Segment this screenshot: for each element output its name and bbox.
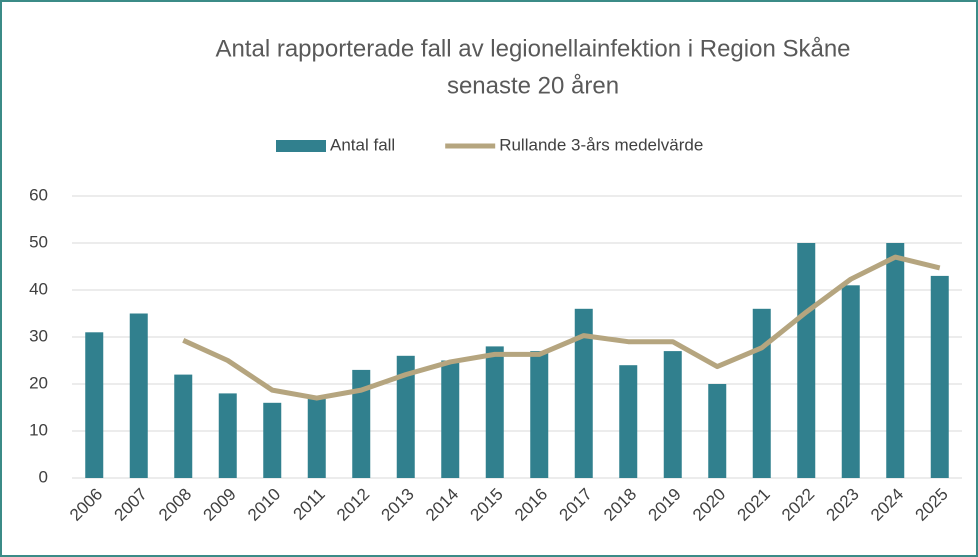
line [182, 254, 941, 401]
bar [574, 308, 593, 478]
bar [663, 351, 682, 478]
bar [263, 402, 282, 478]
y-tick-label: 30 [29, 326, 48, 345]
bar [396, 355, 415, 478]
bar [619, 365, 638, 478]
bar [174, 374, 193, 478]
legend-swatch [276, 140, 326, 152]
y-tick-label: 20 [29, 373, 48, 392]
bar [352, 369, 371, 478]
bar [218, 393, 237, 478]
bar [797, 243, 816, 478]
y-tick-label: 40 [29, 279, 48, 298]
y-tick-label: 10 [29, 420, 48, 439]
y-tick-label: 0 [39, 467, 48, 486]
bar [886, 243, 905, 478]
chart-title: Antal rapporterade fall av legionellainf… [215, 35, 850, 62]
y-tick-label: 60 [29, 185, 48, 204]
bar [930, 275, 949, 478]
bar [441, 360, 460, 478]
chart-title: senaste 20 åren [447, 72, 619, 99]
bar [752, 308, 771, 478]
bar [85, 332, 104, 478]
bar [485, 346, 504, 478]
bar [129, 313, 148, 478]
bar [530, 351, 549, 478]
bar [708, 384, 727, 478]
bar [841, 285, 860, 478]
y-tick-label: 50 [29, 232, 48, 251]
legend-label: Antal fall [330, 135, 395, 154]
legend-label: Rullande 3-års medelvärde [499, 135, 703, 154]
bar [307, 398, 326, 478]
